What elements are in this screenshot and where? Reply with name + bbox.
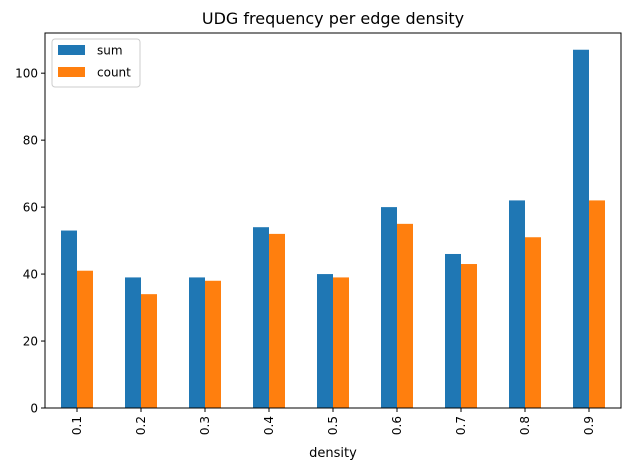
- bars-layer: [61, 49, 605, 409]
- x-axis: 0.1 0.2 0.3 0.4 0.5 0.6 0.7 0.8 0.9: [70, 408, 596, 435]
- x-tick-label-0.1: 0.1: [70, 416, 84, 435]
- bar-sum-0.2: [125, 277, 141, 408]
- legend-label-sum: sum: [97, 44, 123, 58]
- y-tick-label: 0: [30, 402, 38, 416]
- x-tick-label-0.7: 0.7: [454, 416, 468, 435]
- legend-swatch-count: [58, 67, 85, 77]
- bar-sum-0.7: [445, 253, 461, 408]
- bar-sum-0.1: [61, 230, 77, 408]
- bar-count-0.1: [77, 270, 93, 408]
- bar-sum-0.9: [573, 49, 589, 409]
- y-tick-label: 20: [23, 335, 38, 349]
- bar-count-0.6: [397, 223, 413, 408]
- x-tick-label-0.8: 0.8: [518, 416, 532, 435]
- bar-sum-0.8: [509, 200, 525, 408]
- x-tick-label-0.3: 0.3: [198, 416, 212, 435]
- x-tick-label-0.5: 0.5: [326, 416, 340, 435]
- chart-title: UDG frequency per edge density: [202, 9, 464, 28]
- x-axis-label: density: [309, 446, 357, 461]
- y-tick-label: 60: [23, 201, 38, 215]
- bar-count-0.7: [461, 264, 477, 408]
- legend-items: sum count: [58, 44, 131, 80]
- x-tick-label-0.9: 0.9: [582, 416, 596, 435]
- bar-count-0.8: [525, 237, 541, 408]
- y-tick-label: 80: [23, 134, 38, 148]
- legend-swatch-sum: [58, 45, 85, 55]
- bar-count-0.4: [269, 233, 285, 408]
- x-tick-label-0.2: 0.2: [134, 416, 148, 435]
- bar-count-0.9: [589, 200, 605, 408]
- bar-count-0.3: [205, 280, 221, 408]
- x-tick-label-0.4: 0.4: [262, 416, 276, 435]
- y-tick-label: 40: [23, 268, 38, 282]
- legend-label-count: count: [97, 66, 131, 80]
- bar-sum-0.4: [253, 227, 269, 408]
- bar-count-0.5: [333, 277, 349, 408]
- y-axis: 0 20 40 60 80 100: [15, 67, 45, 416]
- legend: sum count: [51, 38, 141, 88]
- bar-sum-0.3: [189, 277, 205, 408]
- x-tick-label-0.6: 0.6: [390, 416, 404, 435]
- y-tick-label: 100: [15, 67, 38, 81]
- bar-sum-0.6: [381, 207, 397, 408]
- bar-sum-0.5: [317, 274, 333, 408]
- bar-count-0.2: [141, 294, 157, 408]
